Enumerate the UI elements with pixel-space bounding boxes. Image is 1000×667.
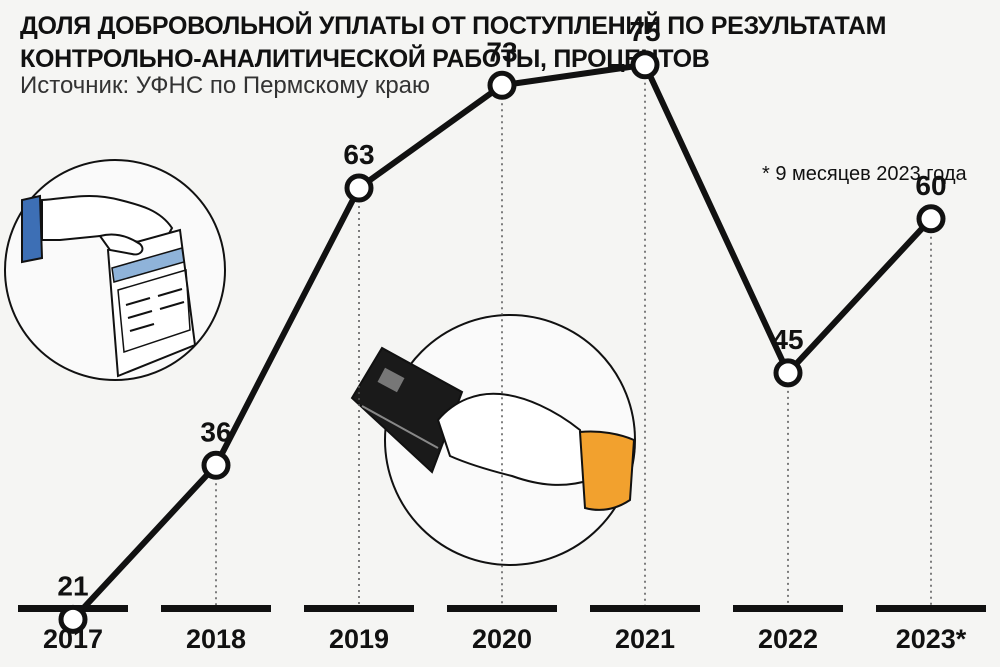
- baseline-bar-2018: [161, 605, 271, 612]
- chart-title: ДОЛЯ ДОБРОВОЛЬНОЙ УПЛАТЫ ОТ ПОСТУПЛЕНИЙ …: [20, 12, 887, 73]
- baseline-bar-2019: [304, 605, 414, 612]
- data-label-2022: 45: [772, 324, 803, 355]
- data-point-2017: [58, 604, 88, 634]
- hand-document-illustration: [4, 159, 226, 381]
- x-tick-label-2019: 2019: [329, 624, 389, 654]
- baseline-bar-2021: [590, 605, 700, 612]
- data-point-2021: [630, 50, 660, 80]
- data-label-2017: 21: [57, 570, 88, 601]
- x-tick-label-2018: 2018: [186, 624, 246, 654]
- x-tick-label-2022: 2022: [758, 624, 818, 654]
- data-label-2019: 63: [343, 139, 374, 170]
- data-label-2020: 73: [486, 36, 517, 67]
- baseline-bar-2022: [733, 605, 843, 612]
- x-tick-label-2021: 2021: [615, 624, 675, 654]
- hand-card-illustration: [350, 314, 636, 566]
- data-point-2019: [344, 173, 374, 203]
- data-point-2022: [773, 358, 803, 388]
- x-tick-label-2020: 2020: [472, 624, 532, 654]
- data-point-2023*: [916, 204, 946, 234]
- x-tick-label-2023*: 2023*: [896, 624, 967, 654]
- value-labels: 21 36 63 73 75 45 60: [57, 16, 946, 602]
- data-point-2020: [487, 70, 517, 100]
- x-tick-label-2017: 2017: [43, 624, 103, 654]
- baseline-bars: [18, 605, 986, 612]
- chart-footnote: * 9 месяцев 2023 года: [762, 163, 967, 185]
- data-label-2023*: 60: [915, 170, 946, 201]
- data-label-2021: 75: [629, 16, 660, 47]
- data-markers: [58, 50, 946, 634]
- x-tick-labels: 2017 2018 2019 2020 2021 2022 2023*: [43, 624, 967, 654]
- chart-source: Источник: УФНС по Пермскому краю: [20, 72, 431, 99]
- data-point-2018: [201, 450, 231, 480]
- baseline-bar-2023*: [876, 605, 986, 612]
- data-label-2018: 36: [200, 416, 231, 447]
- baseline-bar-2020: [447, 605, 557, 612]
